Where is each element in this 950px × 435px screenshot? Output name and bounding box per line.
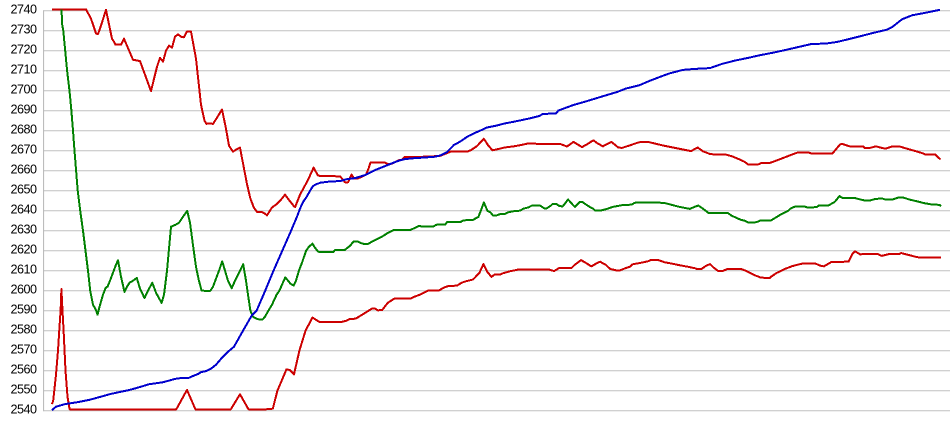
svg-text:2710: 2710 — [10, 63, 37, 77]
svg-text:2620: 2620 — [10, 243, 37, 257]
svg-text:2580: 2580 — [10, 323, 37, 337]
svg-text:2560: 2560 — [10, 363, 37, 377]
svg-text:2540: 2540 — [10, 403, 37, 417]
svg-text:2660: 2660 — [10, 163, 37, 177]
svg-text:2610: 2610 — [10, 263, 37, 277]
svg-text:2670: 2670 — [10, 143, 37, 157]
svg-text:2740: 2740 — [10, 3, 37, 17]
svg-text:2550: 2550 — [10, 383, 37, 397]
svg-text:2690: 2690 — [10, 103, 37, 117]
svg-text:2630: 2630 — [10, 223, 37, 237]
svg-text:2590: 2590 — [10, 303, 37, 317]
svg-text:2730: 2730 — [10, 23, 37, 37]
svg-text:2570: 2570 — [10, 343, 37, 357]
svg-text:2600: 2600 — [10, 283, 37, 297]
svg-text:2640: 2640 — [10, 203, 37, 217]
svg-text:2650: 2650 — [10, 183, 37, 197]
svg-text:2700: 2700 — [10, 83, 37, 97]
svg-text:2720: 2720 — [10, 43, 37, 57]
svg-text:2680: 2680 — [10, 123, 37, 137]
